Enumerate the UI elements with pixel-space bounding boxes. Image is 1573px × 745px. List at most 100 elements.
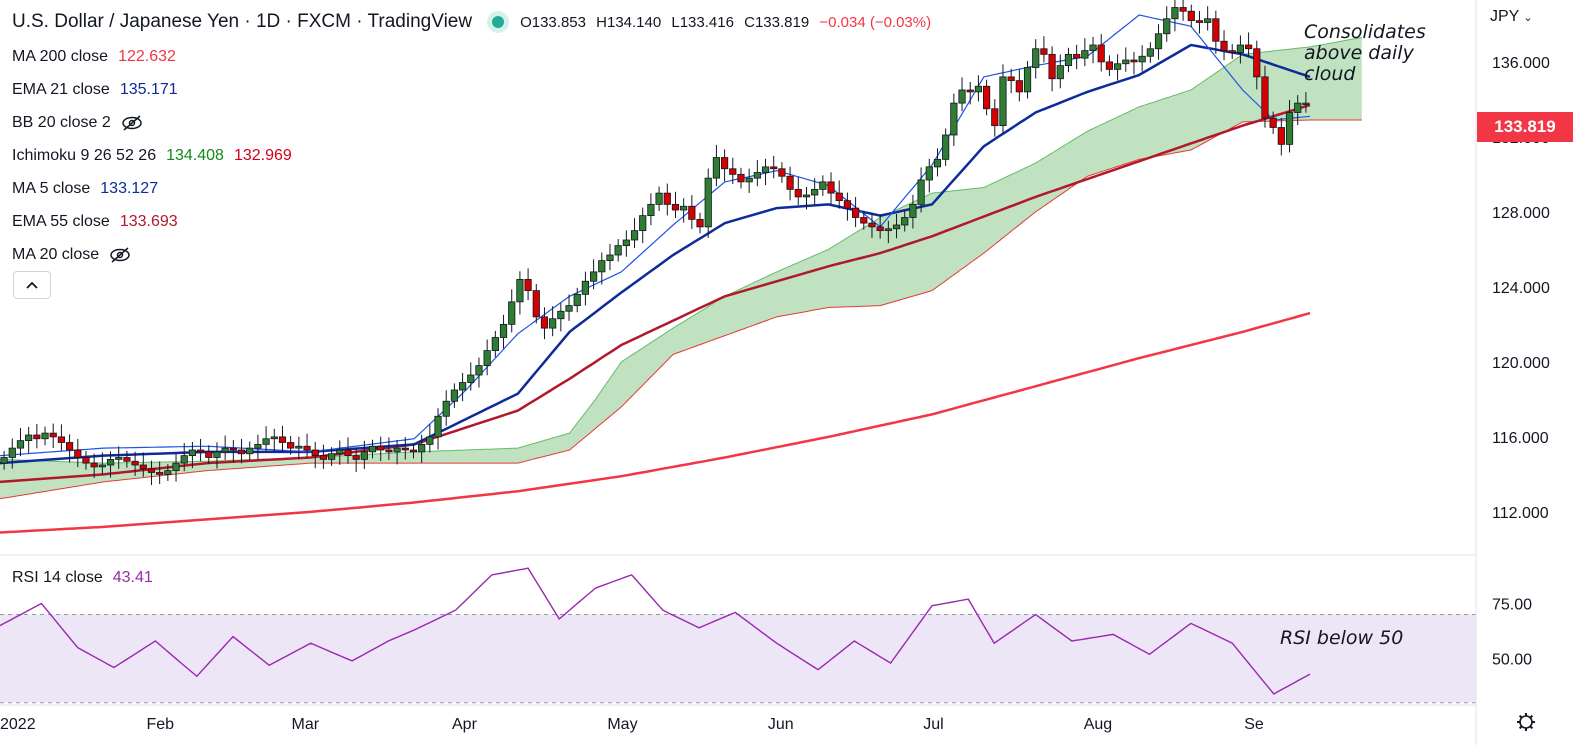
candle-up [999,76,1007,127]
ohlc-values: O133.853 H134.140 L133.416 C133.819 −0.0… [520,14,937,31]
candle [835,180,843,209]
candle [688,195,696,229]
candle-up [1122,59,1130,65]
candle [106,451,115,478]
candle [1089,36,1097,64]
gear-tooth [1529,725,1534,730]
candle [98,452,106,475]
candle-up [1146,48,1154,57]
price-tick-label: 136.000 [1492,55,1550,72]
candle-up [418,443,426,453]
candle-down [65,442,74,451]
candle [393,440,401,465]
annotation-cloud-note[interactable]: Consolidates above daily cloud [1304,22,1426,85]
candle [884,220,892,244]
candle-down [1073,53,1081,59]
candle-down [139,464,147,470]
series-ma-200-close [0,311,1311,534]
candle-down [851,207,860,218]
candle-up [909,203,917,218]
candle [434,408,442,450]
candle [573,287,581,313]
candle-up [0,457,8,464]
candle [770,155,778,179]
settings-gear-icon[interactable] [1517,713,1535,731]
chart-title[interactable]: U.S. Dollar / Japanese Yen · 1D · FXCM ·… [12,11,473,32]
currency-label: JPY [1490,8,1520,25]
time-tick-label: Mar [291,716,319,733]
chevron-down-icon: ⌄ [1523,12,1533,24]
candle-down [843,200,852,209]
candle [229,440,237,463]
legend-row[interactable]: Ichimoku 9 26 52 26 134.408 132.969 [12,139,302,172]
candle [1220,30,1228,61]
annotation-rsi-note[interactable]: RSI below 50 [1280,627,1404,649]
legend-row[interactable]: MA 200 close 122.632 [12,40,302,73]
candle-up [1056,65,1064,80]
hidden-eye-icon[interactable] [109,246,131,263]
annotation-line: Consolidates [1304,21,1426,43]
candle-up [614,245,622,256]
hidden-eye-icon[interactable] [121,114,143,131]
high-value: H134.140 [596,13,662,31]
time-tick-label: Jul [923,716,943,733]
candle [1048,46,1056,92]
legend-row[interactable]: EMA 55 close 133.693 [12,205,302,238]
candle [1056,54,1064,89]
candle [196,438,205,462]
candle-down [671,203,680,211]
legend-row[interactable]: EMA 21 close 135.171 [12,73,302,106]
price-tick-label: 128.000 [1492,205,1550,222]
candle [549,306,557,337]
last-price-badge: 133.819 [1477,112,1573,142]
price-tick-label: 112.000 [1492,505,1549,522]
candle [16,428,25,457]
candle [966,81,974,105]
candle-up [680,205,688,211]
candle-down [688,205,696,220]
ichimoku-span-a [0,37,1362,464]
candle [8,438,16,469]
legend-row[interactable]: MA 20 close [12,238,302,271]
candle [1081,38,1089,67]
candle [557,303,565,332]
legend-row[interactable]: MA 5 close 133.127 [12,172,302,205]
candle-up [467,374,475,383]
close-value: C133.819 [744,13,810,31]
candle [1294,95,1302,126]
collapse-legend-button[interactable] [13,271,51,299]
candle-down [720,157,729,170]
rsi-value: 43.41 [112,569,153,586]
candle-up [1236,44,1245,53]
candle-up [1285,112,1294,145]
low-value: L133.416 [671,13,734,31]
currency-selector[interactable]: JPY ⌄ [1490,8,1533,26]
candle-up [745,177,753,183]
candle [901,210,909,232]
candle-down [319,455,328,460]
price-tick-label: 120.000 [1492,355,1550,372]
candle-down [1195,20,1204,23]
candle [344,437,352,464]
rsi-name[interactable]: RSI 14 close [12,569,103,586]
candle-up [1081,50,1089,59]
candle-up [246,447,254,455]
candle-down [303,445,311,451]
candle [221,435,229,460]
legend-row[interactable]: BB 20 close 2 [12,106,302,139]
time-tick-label: Aug [1084,716,1112,733]
candle-up [262,438,270,445]
candle [1179,0,1187,21]
candle [778,162,786,183]
candle [622,230,630,257]
candle-up [426,436,434,445]
candle [876,214,884,239]
candle-up [499,323,508,338]
candle [131,451,139,477]
candle-down [385,449,393,453]
candle [696,212,704,234]
candle-down [860,217,868,224]
candle [499,314,508,349]
